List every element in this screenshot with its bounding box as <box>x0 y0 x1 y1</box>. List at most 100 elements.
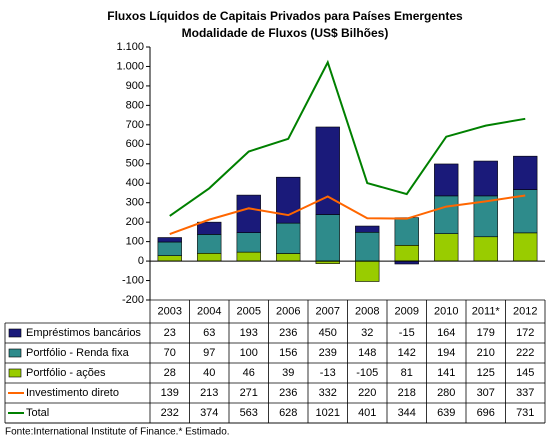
y-tick-label: 300 <box>126 197 144 209</box>
bar <box>236 194 261 233</box>
table-value: 141 <box>437 367 455 379</box>
bar <box>355 231 380 262</box>
table-value: 179 <box>477 327 495 339</box>
bar <box>473 160 498 197</box>
bar <box>434 195 459 234</box>
bar <box>355 225 380 233</box>
table-value: 220 <box>358 387 376 399</box>
legend-label: Empréstimos bancários <box>26 327 141 339</box>
table-value: -13 <box>320 367 336 379</box>
table-value: 145 <box>516 367 534 379</box>
bar <box>157 237 182 243</box>
table-value: 450 <box>319 327 337 339</box>
y-tick-label: 700 <box>126 119 144 131</box>
table-value: 81 <box>401 367 413 379</box>
table-value: 139 <box>161 387 179 399</box>
x-tick-label: 2010 <box>434 305 458 317</box>
bar <box>276 222 301 254</box>
y-tick-label: -100 <box>122 274 144 286</box>
table-value: 148 <box>358 347 376 359</box>
bar <box>315 214 340 262</box>
legend-label: Total <box>26 407 49 419</box>
chart-subtitle: Modalidade de Fluxos (US$ Bilhões) <box>182 26 389 40</box>
legend-swatch <box>8 348 22 358</box>
table-value: 696 <box>477 407 495 419</box>
table-value: 222 <box>516 347 534 359</box>
bar <box>276 253 301 262</box>
table-value: 193 <box>240 327 258 339</box>
bar <box>513 232 538 262</box>
table-value: 28 <box>164 367 176 379</box>
table-value: -105 <box>356 367 378 379</box>
table-value: 239 <box>319 347 337 359</box>
y-tick-label: 1.100 <box>116 41 144 53</box>
bar <box>394 245 419 262</box>
bar <box>394 217 419 246</box>
table-value: 194 <box>437 347 455 359</box>
table-value: 40 <box>203 367 215 379</box>
bar <box>473 236 498 262</box>
bar <box>197 234 222 254</box>
y-tick-label: 400 <box>126 177 144 189</box>
table-value: 125 <box>477 367 495 379</box>
table-value: 731 <box>516 407 534 419</box>
legend-label: Investimento direto <box>26 387 119 399</box>
y-tick-label: 800 <box>126 99 144 111</box>
table-value: 563 <box>240 407 258 419</box>
bar <box>315 126 340 215</box>
table-value: 1021 <box>316 407 340 419</box>
source-note: Fonte:International Institute of Finance… <box>5 427 230 438</box>
table-value: 337 <box>516 387 534 399</box>
legend-label: Portfólio - ações <box>26 367 106 379</box>
x-tick-label: 2007 <box>316 305 340 317</box>
table-value: 401 <box>358 407 376 419</box>
table-value: 236 <box>279 387 297 399</box>
table-value: 100 <box>240 347 258 359</box>
bar <box>276 176 301 224</box>
table-value: 236 <box>279 327 297 339</box>
table-value: 46 <box>243 367 255 379</box>
table-value: -15 <box>399 327 415 339</box>
x-tick-label: 2012 <box>513 305 537 317</box>
bar <box>197 221 222 235</box>
table-value: 218 <box>398 387 416 399</box>
x-tick-label: 2011* <box>472 305 501 317</box>
table-value: 280 <box>437 387 455 399</box>
table-value: 344 <box>398 407 416 419</box>
table-value: 271 <box>240 387 258 399</box>
legend-swatch <box>8 328 22 338</box>
x-tick-label: 2003 <box>158 305 182 317</box>
x-tick-label: 2008 <box>355 305 379 317</box>
bar <box>513 155 538 190</box>
table-value: 232 <box>161 407 179 419</box>
x-tick-label: 2006 <box>276 305 300 317</box>
bar <box>434 233 459 262</box>
line-series <box>169 194 526 235</box>
legend-label: Portfólio - Renda fixa <box>26 347 130 359</box>
table-value: 142 <box>398 347 416 359</box>
table-value: 70 <box>164 347 176 359</box>
chart-title: Fluxos Líquidos de Capitais Privados par… <box>107 9 463 23</box>
y-tick-label: 900 <box>126 80 144 92</box>
y-tick-label: 600 <box>126 138 144 150</box>
table-value: 628 <box>279 407 297 419</box>
table-value: 374 <box>200 407 218 419</box>
line-series <box>169 59 526 217</box>
bar <box>157 241 182 256</box>
bar <box>236 251 261 262</box>
table-value: 23 <box>164 327 176 339</box>
y-tick-label: 1.000 <box>116 60 144 72</box>
table-value: 639 <box>437 407 455 419</box>
table-value: 97 <box>203 347 215 359</box>
y-tick-label: -200 <box>122 294 144 306</box>
table-value: 156 <box>279 347 297 359</box>
x-tick-label: 2005 <box>237 305 261 317</box>
table-value: 210 <box>477 347 495 359</box>
y-tick-label: 200 <box>126 216 144 228</box>
bar <box>157 255 182 262</box>
x-tick-label: 2009 <box>395 305 419 317</box>
y-tick-label: 0 <box>138 255 144 267</box>
table-value: 213 <box>200 387 218 399</box>
bar <box>434 163 459 197</box>
